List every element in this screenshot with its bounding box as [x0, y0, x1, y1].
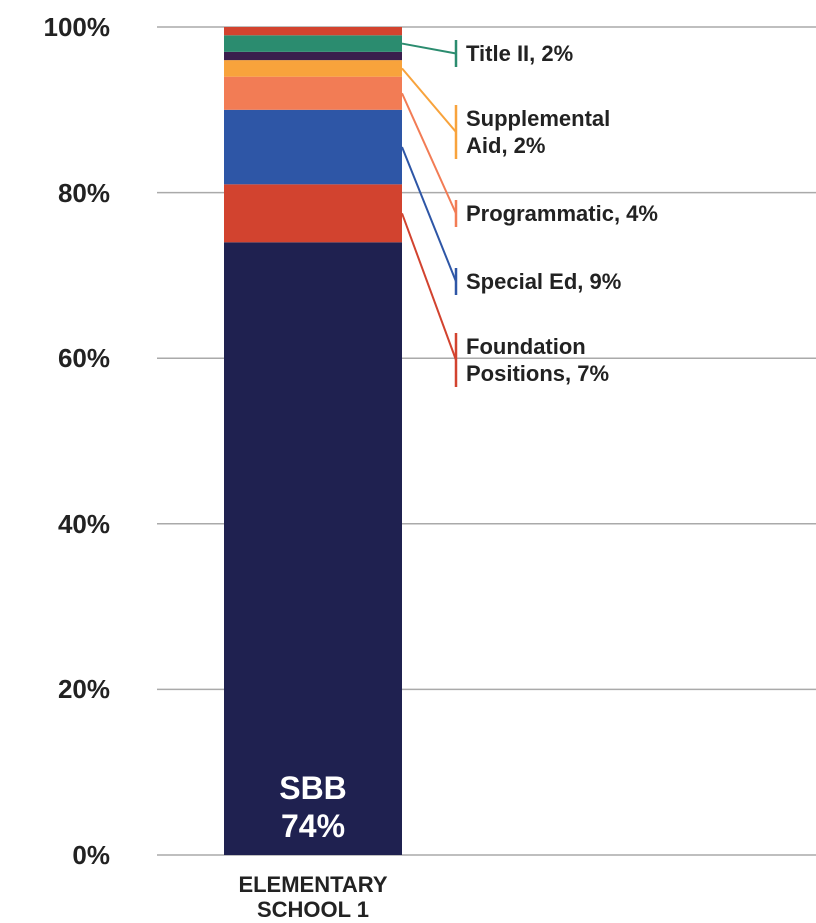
bar-segment	[224, 184, 402, 243]
x-tick-label: ELEMENTARY SCHOOL 1	[238, 872, 388, 922]
leader-line	[401, 92, 457, 214]
bar-segment	[224, 76, 402, 110]
y-tick-label: 0%	[72, 840, 110, 870]
bar-label: SBB 74%	[279, 769, 347, 844]
bar-segment	[224, 51, 402, 61]
y-tick-label: 100%	[43, 12, 111, 42]
segment-label: Foundation Positions, 7%	[466, 334, 610, 386]
segment-label: Programmatic, 4%	[466, 201, 658, 226]
leader-line	[401, 146, 457, 282]
leader-line	[401, 212, 457, 361]
leader-line	[401, 42, 457, 55]
y-tick-label: 80%	[57, 177, 110, 208]
y-tick-label: 60%	[57, 343, 110, 374]
bar-segment	[224, 242, 402, 855]
y-tick-label: 40%	[57, 508, 110, 539]
bar-segment	[224, 35, 402, 52]
y-tick-label: 20%	[57, 674, 110, 705]
bar-segment	[224, 27, 402, 36]
segment-label: Title II, 2%	[466, 41, 574, 66]
segment-label: Special Ed, 9%	[466, 269, 622, 294]
bar-segment	[224, 109, 402, 185]
bar-segment	[224, 60, 402, 77]
segment-label: Supplemental Aid, 2%	[466, 106, 611, 158]
leader-line	[401, 67, 457, 133]
